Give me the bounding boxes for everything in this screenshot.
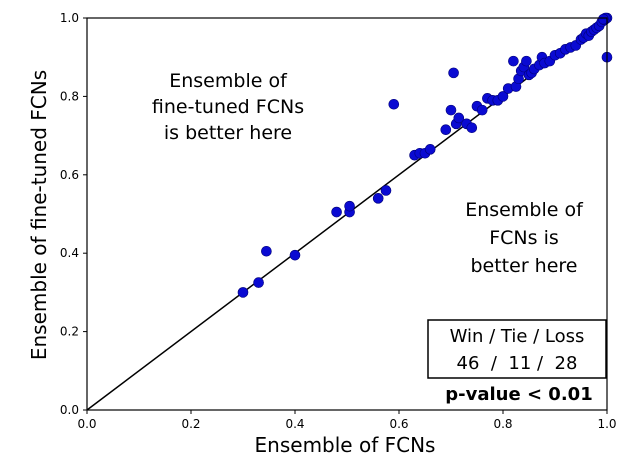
annotation-upper-left-line-2: fine-tuned FCNs bbox=[152, 96, 304, 118]
data-point bbox=[466, 122, 478, 134]
x-axis-ticks: 0.0 0.2 0.4 0.6 0.8 1.0 bbox=[77, 410, 617, 431]
data-point bbox=[289, 249, 301, 261]
x-tick-label: 0.8 bbox=[493, 417, 512, 431]
x-tick-label: 0.2 bbox=[181, 417, 200, 431]
data-point bbox=[445, 104, 457, 116]
data-point bbox=[521, 55, 532, 67]
y-tick-label: 0.4 bbox=[60, 246, 79, 260]
data-point bbox=[453, 112, 465, 124]
x-tick-label: 1.0 bbox=[597, 417, 616, 431]
data-point bbox=[508, 55, 519, 67]
y-tick-label: 0.2 bbox=[60, 325, 79, 339]
data-point bbox=[424, 144, 436, 155]
annotation-upper-left-line-1: Ensemble of bbox=[169, 70, 288, 92]
stats-box-frame bbox=[427, 319, 607, 379]
annotation-lower-right-line-2: FCNs is bbox=[489, 227, 559, 249]
data-point bbox=[598, 13, 609, 25]
data-point bbox=[344, 200, 355, 212]
data-point bbox=[440, 124, 452, 136]
stats-box-values: 46 / 11 / 28 bbox=[457, 353, 578, 374]
data-point bbox=[261, 245, 272, 257]
y-tick-label: 0.6 bbox=[60, 168, 79, 182]
data-point bbox=[497, 91, 509, 102]
x-tick-label: 0.4 bbox=[285, 417, 304, 431]
data-point bbox=[253, 277, 264, 288]
data-point bbox=[448, 67, 459, 79]
data-point bbox=[380, 185, 392, 196]
annotation-lower-right-line-3: better here bbox=[470, 255, 577, 277]
data-point bbox=[388, 98, 400, 110]
x-axis-label: Ensemble of FCNs bbox=[255, 433, 436, 457]
annotation-lower-right: Ensemble of FCNs is better here bbox=[465, 199, 584, 277]
x-tick-label: 0.0 bbox=[77, 417, 96, 431]
points-layer bbox=[237, 12, 613, 298]
y-tick-label: 1.0 bbox=[60, 11, 79, 25]
y-tick-label: 0.0 bbox=[60, 403, 79, 417]
y-axis-ticks: 0.0 0.2 0.4 0.6 0.8 1.0 bbox=[60, 11, 87, 417]
stats-box-header: Win / Tie / Loss bbox=[450, 326, 585, 347]
data-point bbox=[476, 104, 488, 116]
stats-box: Win / Tie / Loss 46 / 11 / 28 p-value < … bbox=[427, 319, 607, 405]
y-tick-label: 0.8 bbox=[60, 89, 79, 103]
x-tick-label: 0.6 bbox=[389, 417, 408, 431]
plot-frame bbox=[86, 17, 608, 411]
y-axis-label: Ensemble of fine-tuned FCNs bbox=[27, 70, 51, 360]
data-point bbox=[372, 193, 384, 204]
annotation-upper-left-line-3: is better here bbox=[164, 122, 292, 144]
data-point bbox=[331, 206, 342, 218]
data-point bbox=[237, 287, 249, 298]
p-value-label: p-value < 0.01 bbox=[445, 384, 592, 405]
annotation-upper-left: Ensemble of fine-tuned FCNs is better he… bbox=[152, 70, 304, 144]
annotation-lower-right-line-1: Ensemble of bbox=[465, 199, 584, 221]
